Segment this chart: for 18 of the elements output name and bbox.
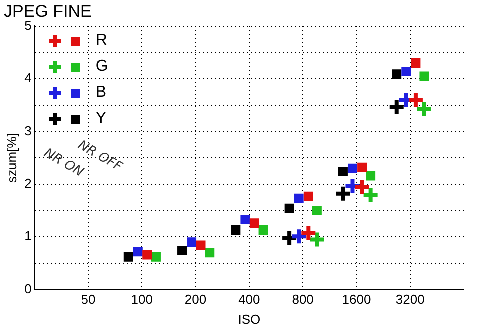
y-tick-label: 1 xyxy=(24,228,32,244)
y-tick-label: 0 xyxy=(24,281,32,296)
legend-label: G xyxy=(96,58,108,76)
x-tick-label: 100 xyxy=(131,292,153,308)
legend-label: Y xyxy=(96,110,106,128)
x-tick-label: 50 xyxy=(81,292,96,308)
x-tick-label: 3200 xyxy=(396,292,425,308)
y-tick-label: 2 xyxy=(24,176,32,192)
y-tick-label: 4 xyxy=(24,70,32,86)
x-tick-label: 400 xyxy=(238,292,260,308)
x-tick-label: 200 xyxy=(184,292,207,308)
legend-label: R xyxy=(96,32,108,50)
x-tick-label: 1600 xyxy=(342,292,372,308)
x-axis-title: ISO xyxy=(238,312,261,327)
y-tick-label: 3 xyxy=(24,123,32,138)
x-tick-label: 800 xyxy=(292,292,314,308)
y-axis-title: szum[%] xyxy=(4,133,20,184)
legend-label: B xyxy=(96,84,106,102)
